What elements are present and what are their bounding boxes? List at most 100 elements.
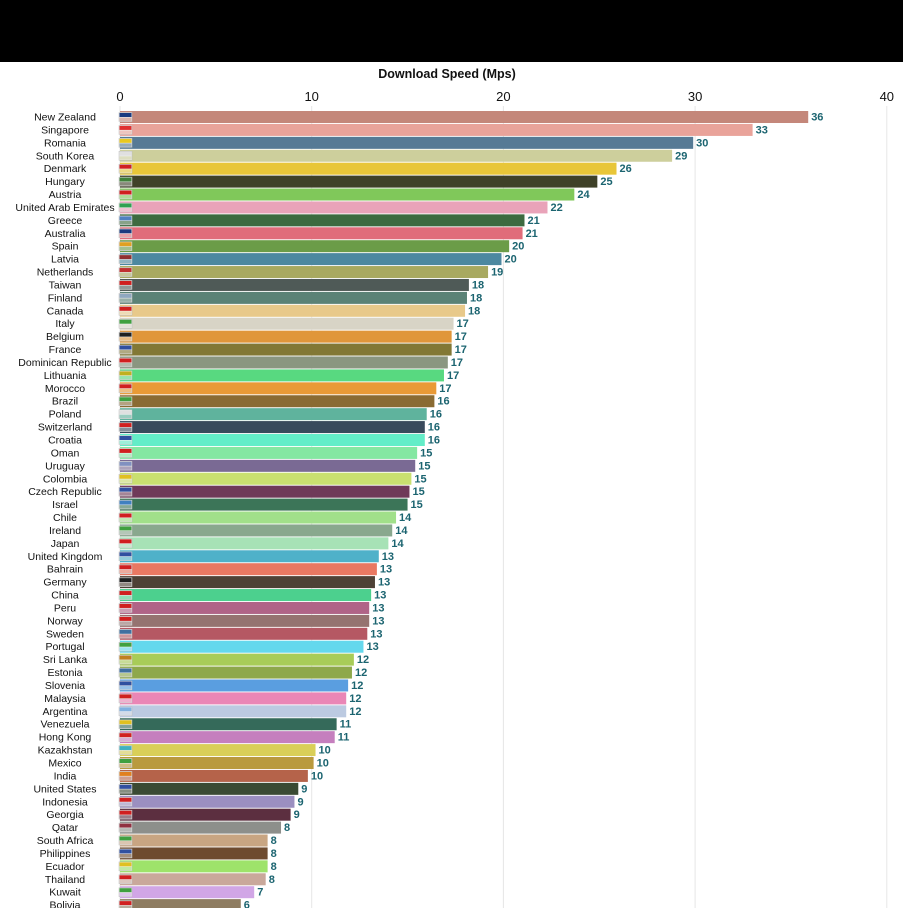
country-label: Hungary — [45, 176, 85, 188]
flag-icon-stripe — [119, 737, 132, 742]
flag-icon-stripe — [119, 151, 132, 156]
bar — [120, 782, 299, 795]
country-label: France — [49, 344, 82, 356]
flag-icon-stripe — [119, 879, 132, 884]
bar — [120, 550, 379, 563]
flag-icon-stripe — [119, 242, 132, 247]
bar — [120, 175, 598, 188]
flag-icon-stripe — [119, 384, 132, 389]
bar — [120, 576, 375, 589]
value-label: 10 — [319, 745, 331, 757]
flag-icon-stripe — [119, 117, 132, 121]
bar — [120, 266, 489, 279]
bar — [120, 524, 393, 537]
country-label: Taiwan — [49, 279, 82, 291]
flag-icon-stripe — [119, 466, 132, 470]
country-label: Qatar — [52, 822, 79, 834]
country-label: Denmark — [44, 163, 87, 175]
flag-icon-stripe — [119, 130, 132, 134]
bar — [120, 214, 525, 227]
bar — [120, 718, 337, 731]
country-label: Peru — [54, 602, 76, 614]
bar — [120, 201, 548, 214]
bar — [120, 330, 452, 343]
bar — [120, 188, 575, 201]
flag-icon-stripe — [119, 138, 132, 143]
bar — [120, 589, 372, 602]
value-label: 17 — [457, 318, 469, 330]
flag-icon-stripe — [119, 763, 132, 767]
flag-icon-stripe — [119, 332, 132, 337]
bar — [120, 601, 370, 614]
flag-icon-stripe — [119, 810, 132, 815]
bar — [120, 899, 241, 908]
bar — [120, 834, 268, 847]
bar — [120, 705, 347, 718]
flag-icon-stripe — [119, 358, 132, 363]
flag-icon-stripe — [119, 582, 132, 587]
flag-icon-stripe — [119, 164, 132, 169]
bar-row: Slovenia 12 — [45, 679, 363, 692]
country-label: Sweden — [46, 628, 84, 640]
bar — [120, 434, 425, 446]
bar — [120, 240, 510, 253]
country-label: Norway — [47, 615, 83, 627]
country-label: Philippines — [40, 848, 91, 860]
x-tick-label: 30 — [688, 89, 702, 104]
bar-row: Spain 20 — [52, 240, 524, 253]
bar — [120, 227, 523, 240]
flag-icon-stripe — [119, 156, 132, 160]
bar-row: Argentina 12 — [43, 705, 361, 718]
value-label: 15 — [411, 499, 423, 511]
country-label: Finland — [48, 292, 83, 304]
country-label: Slovenia — [45, 680, 85, 692]
flag-icon-stripe — [119, 113, 132, 117]
country-label: Netherlands — [37, 267, 94, 279]
bar — [120, 446, 418, 459]
flag-icon-stripe — [119, 285, 132, 289]
flag-icon-stripe — [119, 427, 132, 432]
country-label: United Arab Emirates — [15, 202, 114, 214]
value-label: 12 — [355, 667, 367, 679]
bar — [120, 860, 268, 873]
value-label: 8 — [269, 874, 275, 886]
flag-icon-stripe — [119, 759, 132, 763]
flag-icon-stripe — [119, 724, 132, 729]
bar-row: Romania 30 — [44, 136, 708, 149]
country-label: Croatia — [48, 435, 82, 447]
flag-icon-stripe — [119, 233, 132, 238]
bar — [120, 640, 364, 653]
flag-icon-stripe — [119, 397, 132, 402]
flag-icon-stripe — [119, 423, 132, 428]
bar-row: Georgia 9 — [46, 808, 300, 821]
value-label: 26 — [620, 163, 632, 175]
flag-icon-stripe — [119, 306, 132, 311]
bar-row: Ireland 14 — [49, 524, 408, 537]
x-tick-label: 10 — [304, 89, 318, 104]
country-label: Germany — [43, 577, 87, 589]
country-label: Ecuador — [45, 861, 85, 873]
flag-icon-stripe — [119, 293, 132, 298]
value-label: 10 — [317, 758, 329, 770]
x-axis-ticks: 0 10 20 30 40 — [116, 89, 894, 104]
flag-icon-stripe — [119, 229, 132, 234]
flag-icon-stripe — [119, 802, 132, 806]
flag-icon-stripe — [119, 500, 132, 505]
flag-icon-stripe — [119, 311, 132, 315]
value-label: 16 — [428, 435, 440, 447]
value-label: 8 — [271, 848, 277, 860]
flag-icon-stripe — [119, 668, 132, 673]
value-label: 13 — [382, 551, 394, 563]
bar — [120, 821, 282, 834]
bar-row: Peru 13 — [54, 601, 384, 614]
bars: New Zealand 36 Singapore 33 Romania 30 South K… — [15, 111, 823, 908]
country-label: Sri Lanka — [43, 654, 88, 666]
flag-icon-stripe — [119, 875, 132, 880]
value-label: 13 — [372, 602, 384, 614]
bar — [120, 485, 410, 498]
country-label: Romania — [44, 137, 86, 149]
country-label: Austria — [49, 189, 82, 201]
flag-icon-stripe — [119, 552, 132, 557]
bar-row: United States 9 — [33, 782, 307, 795]
flag-icon-stripe — [119, 350, 132, 354]
